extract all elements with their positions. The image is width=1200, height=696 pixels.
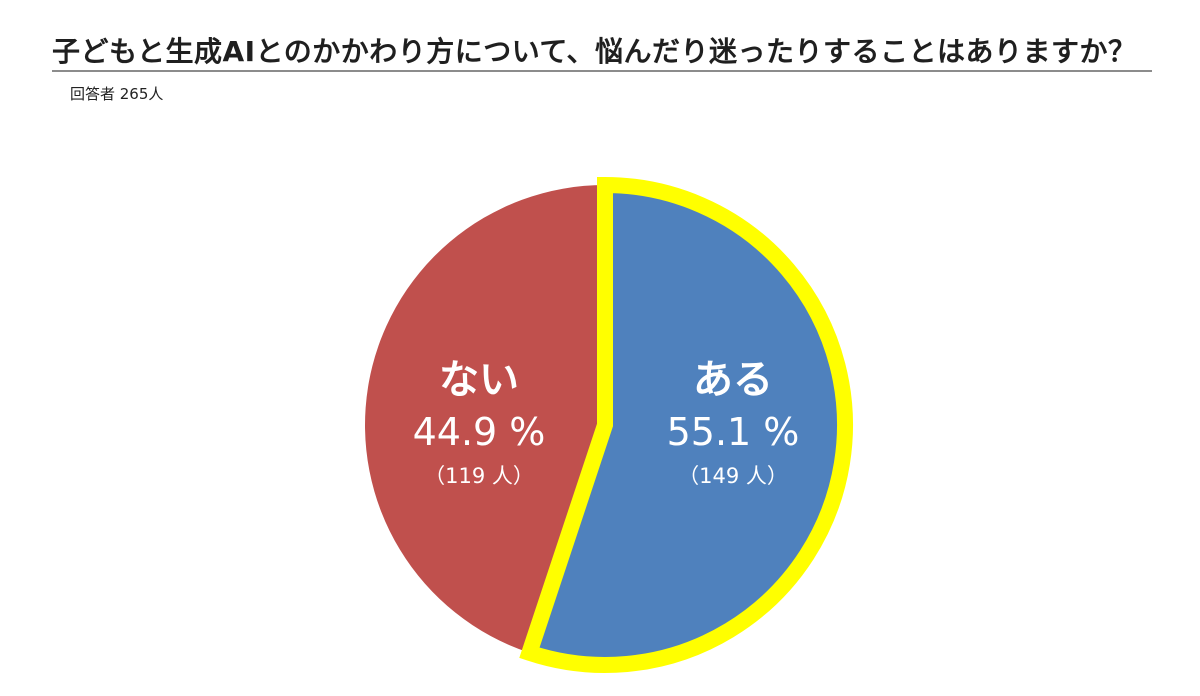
- respondent-count: 回答者 265人: [70, 85, 164, 103]
- slice-count-nai: （119 人）: [424, 464, 534, 488]
- title-divider: [52, 70, 1152, 72]
- pie-slices: [365, 176, 853, 673]
- chart-title: 子どもと生成AIとのかかわり方について、悩んだり迷ったりすることはありますか？: [52, 35, 1137, 68]
- pie-labels: ある 55.1 % （149 人） ない 44.9 % （119 人）: [413, 357, 800, 488]
- slice-percent-nai: 44.9 %: [413, 410, 546, 454]
- slice-label-nai: ない: [439, 357, 519, 403]
- slice-percent-aru: 55.1 %: [667, 410, 800, 454]
- slice-label-aru: ある: [693, 357, 773, 403]
- pie-slice-nai: [365, 185, 605, 653]
- pie-slice-aru: [519, 176, 853, 673]
- slice-count-aru: （149 人）: [678, 464, 788, 488]
